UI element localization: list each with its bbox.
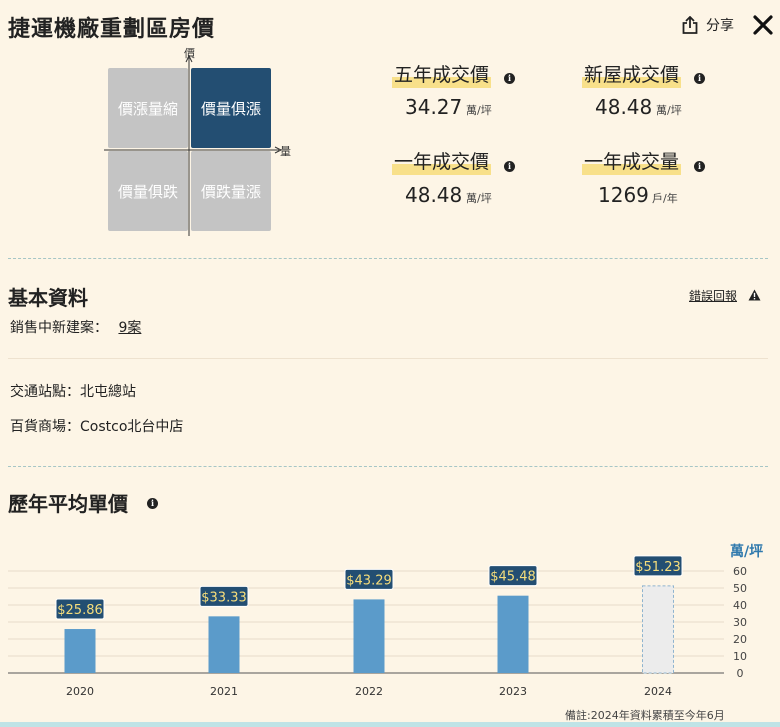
y-tick-label: 50 xyxy=(733,582,747,595)
quadrant-cell-price-up-volume-down: 價漲量縮 xyxy=(108,68,188,148)
bar-2023 xyxy=(497,595,529,673)
quadrant-axes xyxy=(104,54,283,236)
header: 捷運機廠重劃區房價 分享 xyxy=(0,0,780,52)
info-icon[interactable]: i xyxy=(694,73,705,84)
transit-info: 交通站點：北屯總站 xyxy=(10,384,136,400)
stat-title: 一年成交價 xyxy=(392,149,492,175)
bar-value-label-bg xyxy=(344,568,394,590)
bar-value-label: $43.29 xyxy=(346,573,392,588)
quadrant-cell-price-volume-up: 價量俱漲 xyxy=(191,68,271,148)
share-icon xyxy=(682,16,698,34)
sales-count-link[interactable]: 9案 xyxy=(118,320,142,336)
stat-unit: 萬/坪 xyxy=(656,104,682,117)
sales-row: 銷售中新建案： 9案 xyxy=(10,317,141,337)
stat-value: 1269 xyxy=(598,183,649,207)
x-tick-label: 2020 xyxy=(66,685,94,698)
x-tick-label: 2024 xyxy=(644,685,672,698)
x-axis-label: 量 xyxy=(280,145,291,158)
x-tick-label: 2023 xyxy=(499,685,527,698)
y-tick-label: 30 xyxy=(733,616,747,629)
x-tick-label: 2021 xyxy=(210,685,238,698)
info-icon[interactable]: i xyxy=(694,161,705,172)
stat-unit: 萬/坪 xyxy=(466,104,492,117)
bar-value-label-bg xyxy=(55,598,105,620)
stat-title: 新屋成交價 xyxy=(582,62,682,88)
divider xyxy=(8,466,768,467)
share-label: 分享 xyxy=(706,18,734,34)
info-icon[interactable]: i xyxy=(147,498,158,509)
y-tick-label: 20 xyxy=(733,633,747,646)
price-volume-quadrant: 價漲量縮 價量俱漲 價量俱跌 價跌量漲 價 量 xyxy=(104,47,294,238)
stat-value: 48.48 xyxy=(595,95,653,119)
bar-value-label-bg xyxy=(633,555,683,577)
bar-2020 xyxy=(64,629,96,673)
x-tick-label: 2022 xyxy=(355,685,383,698)
bar-value-label: $45.48 xyxy=(490,570,536,585)
y-tick-label: 0 xyxy=(737,667,744,680)
price-bar-chart: 0 10 20 30 40 50 60 $25.86 2020 $33.33 2021 $43.29 2… xyxy=(8,555,747,698)
chart-note: 備註:2024年資料累積至今年6月 xyxy=(565,709,725,722)
page-title: 捷運機廠重劃區房價 xyxy=(8,17,216,42)
bar-2024 xyxy=(642,585,674,674)
bottom-bar xyxy=(0,722,780,727)
bar-2022 xyxy=(353,599,385,673)
bar-value-label-bg xyxy=(488,565,538,587)
bar-value-label-bg xyxy=(199,585,249,607)
bar-value-label: $51.23 xyxy=(635,560,681,575)
stat-value: 48.48 xyxy=(405,183,463,207)
quadrant-cell-price-down-volume-up: 價跌量漲 xyxy=(191,151,271,231)
y-tick-label: 40 xyxy=(733,599,747,612)
stat-title: 一年成交量 xyxy=(582,149,682,175)
sales-label: 銷售中新建案： xyxy=(10,320,108,336)
share-button[interactable]: 分享 xyxy=(682,15,734,35)
info-icon[interactable]: i xyxy=(504,73,515,84)
y-tick-label: 10 xyxy=(733,650,747,663)
stat-title: 五年成交價 xyxy=(392,62,492,88)
bar-value-label: $33.33 xyxy=(201,590,247,605)
divider xyxy=(8,358,768,359)
divider xyxy=(8,258,768,259)
y-tick-label: 60 xyxy=(733,565,747,578)
y-axis-label: 價 xyxy=(184,47,195,60)
bar-value-label: $25.86 xyxy=(57,603,103,618)
close-icon[interactable] xyxy=(750,12,776,38)
info-icon[interactable]: i xyxy=(504,161,515,172)
mall-info: 百貨商場：Costco北台中店 xyxy=(10,419,184,435)
chart-title: 歷年平均單價 xyxy=(8,492,128,516)
stat-value: 34.27 xyxy=(405,95,463,119)
warning-icon xyxy=(748,289,761,301)
error-report-link[interactable]: 錯誤回報 xyxy=(689,289,738,303)
chart-unit-label: 萬/坪 xyxy=(730,544,764,560)
stat-unit: 萬/坪 xyxy=(466,192,492,205)
quadrant-cell-price-volume-down: 價量俱跌 xyxy=(108,151,188,231)
bar-2021 xyxy=(208,616,240,673)
stat-unit: 戶/年 xyxy=(652,192,678,205)
basic-info-title: 基本資料 xyxy=(8,286,88,310)
